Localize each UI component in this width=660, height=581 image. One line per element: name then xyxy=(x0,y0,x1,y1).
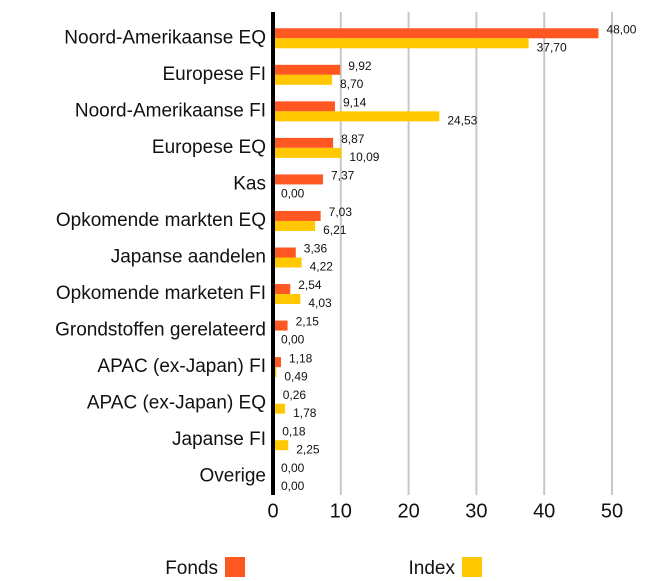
bar xyxy=(273,220,316,231)
value-label: 10,09 xyxy=(349,150,379,164)
category-label: Japanse aandelen xyxy=(111,247,266,268)
value-label: 0,00 xyxy=(281,333,305,347)
bar xyxy=(273,257,302,268)
x-tick-label: 20 xyxy=(397,500,419,522)
value-label: 0,00 xyxy=(281,187,305,201)
value-label: 6,21 xyxy=(323,223,347,237)
value-label: 9,92 xyxy=(348,59,372,73)
value-label: 24,53 xyxy=(447,114,477,128)
value-label: 4,22 xyxy=(310,260,334,274)
bar xyxy=(273,101,335,112)
value-label: 9,14 xyxy=(343,96,367,110)
value-label: 7,37 xyxy=(331,169,355,183)
bar xyxy=(273,284,291,295)
bar xyxy=(273,440,289,451)
bar xyxy=(273,111,440,122)
value-label: 2,15 xyxy=(296,315,320,329)
category-label: Opkomende markten EQ xyxy=(56,210,266,231)
value-label: 3,36 xyxy=(304,242,328,256)
value-label: 0,18 xyxy=(282,424,306,438)
value-label: 2,25 xyxy=(296,442,320,456)
category-label: APAC (ex-Japan) FI xyxy=(97,356,266,377)
category-label: Noord-Amerikaanse FI xyxy=(75,100,266,121)
category-label: APAC (ex-Japan) EQ xyxy=(87,393,266,414)
legend-label: Fonds xyxy=(165,558,218,579)
x-tick-label: 0 xyxy=(267,500,278,522)
bar xyxy=(273,320,288,331)
bar xyxy=(273,137,334,148)
bar xyxy=(273,147,342,158)
bar xyxy=(273,294,301,305)
bar xyxy=(273,64,341,75)
x-tick-label: 50 xyxy=(601,500,623,522)
bar xyxy=(273,357,282,368)
bar xyxy=(273,247,296,258)
bar xyxy=(273,174,323,185)
value-label: 0,26 xyxy=(283,388,307,402)
bar xyxy=(273,74,332,85)
category-label: Grondstoffen gerelateerd xyxy=(55,320,266,341)
x-tick-label: 40 xyxy=(533,500,555,522)
value-label: 37,70 xyxy=(537,40,567,54)
x-tick-label: 10 xyxy=(330,500,352,522)
value-label: 1,18 xyxy=(289,351,313,365)
category-label: Japanse FI xyxy=(172,429,266,450)
value-label: 7,03 xyxy=(329,205,353,219)
value-label: 48,00 xyxy=(606,22,636,36)
value-label: 8,70 xyxy=(340,77,364,91)
value-label: 2,54 xyxy=(298,278,322,292)
category-label: Europese FI xyxy=(163,64,267,85)
value-label: 1,78 xyxy=(293,406,317,420)
category-label: Opkomende marketen FI xyxy=(56,283,266,304)
value-label: 0,49 xyxy=(284,369,308,383)
bar xyxy=(273,38,529,49)
value-label: 0,00 xyxy=(281,479,305,493)
category-label: Europese EQ xyxy=(152,137,266,158)
value-label: 4,03 xyxy=(308,296,332,310)
value-label: 0,00 xyxy=(281,461,305,475)
value-label: 8,87 xyxy=(341,132,365,146)
legend-swatch xyxy=(462,557,482,577)
category-label: Kas xyxy=(233,173,266,194)
x-tick-label: 30 xyxy=(465,500,487,522)
bar xyxy=(273,28,599,39)
bar xyxy=(273,403,286,414)
legend-swatch xyxy=(225,557,245,577)
bar xyxy=(273,210,321,221)
category-label: Noord-Amerikaanse EQ xyxy=(64,27,266,48)
category-label: Overige xyxy=(199,466,266,487)
legend-label: Index xyxy=(409,558,456,579)
